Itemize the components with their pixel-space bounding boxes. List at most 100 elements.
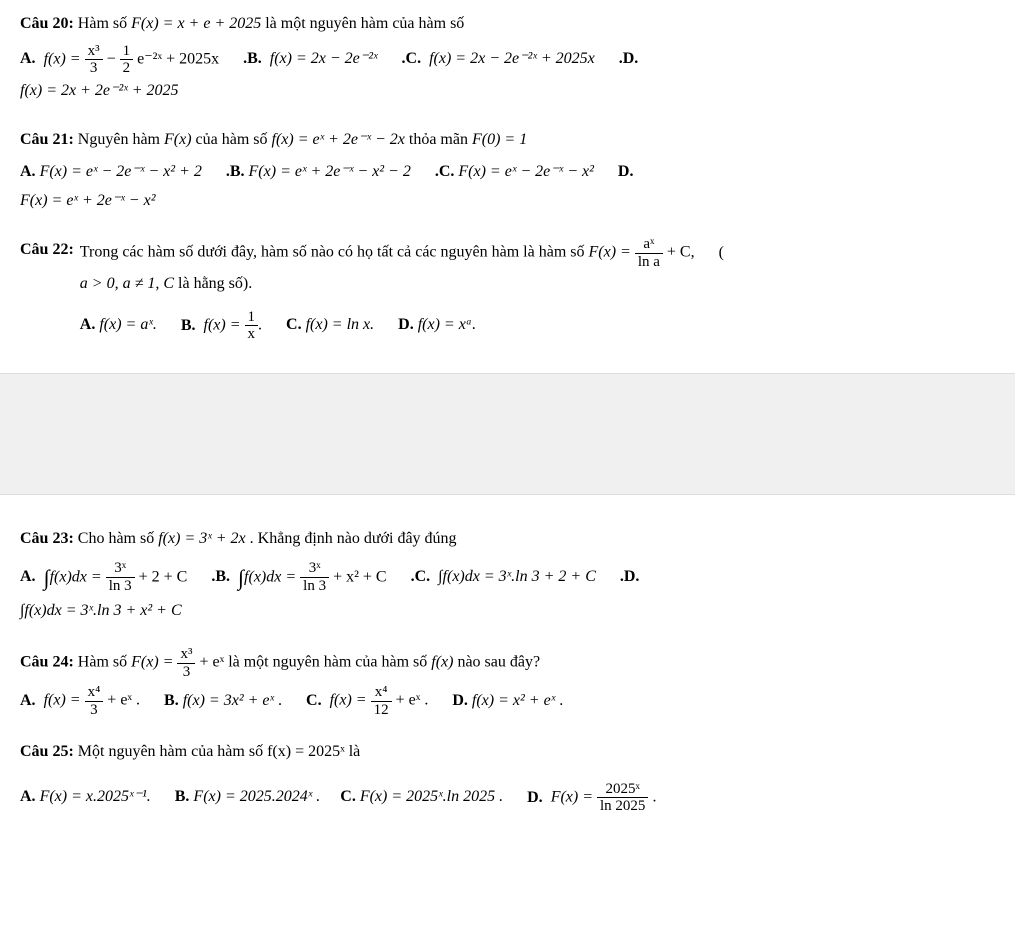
q23-opt-d: .D. xyxy=(620,563,644,592)
q21-b: F(x) = eˣ + 2e⁻ˣ − x² − 2 xyxy=(249,163,411,180)
q23-b-den: ln 3 xyxy=(300,578,329,595)
question-23: Câu 23: Cho hàm số f(x) = 3ˣ + 2x . Khẳn… xyxy=(20,525,995,626)
q20-options: A. f(x) = x³3 − 12 e⁻²ˣ + 2025x .B. f(x)… xyxy=(20,43,995,106)
q24-c-num: x⁴ xyxy=(371,684,392,702)
q24-a-post: + eˣ xyxy=(107,692,132,709)
q23-opt-a: A. ∫f(x)dx = 3ˣln 3 + 2 + C xyxy=(20,558,187,598)
q22-d: f(x) = xᵃ. xyxy=(418,316,476,333)
q20-d-wrap: f(x) = 2x + 2e⁻²ˣ + 2025 xyxy=(20,77,995,106)
q22-open-paren: ( xyxy=(719,244,724,261)
q22-b-pre: f(x) = xyxy=(204,316,241,333)
q25-opt-a: A.F(x) = x.2025ˣ⁻¹. xyxy=(20,783,151,812)
q24-fx-num: x³ xyxy=(177,646,195,664)
q23-c: ∫f(x)dx = 3ˣ.ln 3 + 2 + C xyxy=(438,568,596,585)
q22-c-label: C. xyxy=(286,316,302,333)
q20-label: Câu 20: xyxy=(20,15,74,32)
q21-opt-d: D. xyxy=(618,158,638,187)
q24-a-num: x⁴ xyxy=(85,684,104,702)
q25-options: A.F(x) = x.2025ˣ⁻¹. B.F(x) = 2025.2024ˣ … xyxy=(20,781,995,815)
q25-opt-b: B.F(x) = 2025.2024ˣ . xyxy=(175,783,321,812)
q21-options: A.F(x) = eˣ − 2e⁻ˣ − x² + 2 .B.F(x) = eˣ… xyxy=(20,158,995,216)
q23-b-num: 3ˣ xyxy=(300,560,329,578)
q20-stem-func: F(x) = x + e + 2025 xyxy=(131,15,261,32)
question-21: Câu 21: Nguyên hàm F(x) của hàm số f(x) … xyxy=(20,126,995,216)
q24-b: f(x) = 3x² + eˣ xyxy=(183,692,274,709)
q21-a-label: A. xyxy=(20,163,36,180)
q23-b-label: .B. xyxy=(211,568,230,585)
q24-stem3: nào sau đây? xyxy=(457,654,540,671)
q24-fx: f(x) xyxy=(431,654,453,671)
q25-c: F(x) = 2025ˣ.ln 2025 . xyxy=(360,788,503,805)
q23-b-post: + x² + C xyxy=(333,568,387,585)
q22-fx-tail: + C, xyxy=(667,244,695,261)
q20-stem-prefix: Hàm số xyxy=(78,15,127,32)
q21-d-label: D. xyxy=(618,163,634,180)
q22-b-den: x xyxy=(245,326,259,343)
q20-a-num2: 1 xyxy=(120,43,134,61)
q25-stem: Một nguyên hàm của hàm số f(x) = 2025ˣ l… xyxy=(78,743,360,760)
q22-b-label: B. xyxy=(181,317,196,334)
q24-c-den: 12 xyxy=(371,702,392,719)
q22-c: f(x) = ln x. xyxy=(306,316,375,333)
q22-a: f(x) = aˣ. xyxy=(99,316,157,333)
q25-a-label: A. xyxy=(20,788,36,805)
q24-a-den: 3 xyxy=(85,702,104,719)
q20-b-label: .B. xyxy=(243,50,262,67)
q23-c-label: .C. xyxy=(411,568,431,585)
q21-opt-b: .B.F(x) = eˣ + 2e⁻ˣ − x² − 2 xyxy=(226,158,411,187)
q23-a-label: A. xyxy=(20,568,36,585)
q24-a-pre: f(x) = xyxy=(44,692,81,709)
q21-cond: F(0) = 1 xyxy=(472,131,527,148)
q22-label: Câu 22: xyxy=(20,241,74,258)
q22-fx-den: ln a xyxy=(635,254,663,271)
q24-fx-post: + eˣ xyxy=(199,654,224,671)
q22-cond2: là hằng số). xyxy=(178,275,252,292)
q24-c-post: + eˣ xyxy=(396,692,421,709)
q21-a: F(x) = eˣ − 2e⁻ˣ − x² + 2 xyxy=(40,163,202,180)
q25-d-label: D. xyxy=(527,789,543,806)
q23-options: A. ∫f(x)dx = 3ˣln 3 + 2 + C .B. ∫f(x)dx … xyxy=(20,558,995,626)
q20-opt-d: .D. xyxy=(619,45,643,74)
q24-d: f(x) = x² + eˣ xyxy=(472,692,555,709)
q22-opt-d: D.f(x) = xᵃ. xyxy=(398,311,476,340)
q23-a-num: 3ˣ xyxy=(106,560,135,578)
q21-stem2: của hàm số xyxy=(196,131,268,148)
q25-d-den: ln 2025 xyxy=(597,798,648,815)
q23-label: Câu 23: xyxy=(20,530,74,547)
q20-stem-suffix: là một nguyên hàm của hàm số xyxy=(265,15,464,32)
q25-a: F(x) = x.2025ˣ⁻¹. xyxy=(40,788,151,805)
q24-options: A. f(x) = x⁴3 + eˣ . B.f(x) = 3x² + eˣ .… xyxy=(20,684,995,718)
q25-opt-d: D. F(x) = 2025ˣln 2025 . xyxy=(527,781,656,815)
q22-opt-a: A.f(x) = aˣ. xyxy=(80,311,157,340)
q24-stem2: là một nguyên hàm của hàm số xyxy=(228,654,427,671)
q22-opt-b: B. f(x) = 1x. xyxy=(181,309,262,343)
q20-opt-b: .B. f(x) = 2x − 2e⁻²ˣ xyxy=(243,45,377,74)
q21-opt-a: A.F(x) = eˣ − 2e⁻ˣ − x² + 2 xyxy=(20,158,202,187)
q21-c: F(x) = eˣ − 2e⁻ˣ − x² xyxy=(458,163,594,180)
q22-a-label: A. xyxy=(80,316,96,333)
q25-c-label: C. xyxy=(340,788,356,805)
q22-b-post: . xyxy=(258,316,262,333)
q21-c-label: .C. xyxy=(435,163,455,180)
q20-a-den1: 3 xyxy=(85,60,103,77)
question-24: Câu 24: Hàm số F(x) = x³3 + eˣ là một ng… xyxy=(20,646,995,718)
q20-opt-a: A. f(x) = x³3 − 12 e⁻²ˣ + 2025x xyxy=(20,43,219,77)
q23-d-label: .D. xyxy=(620,568,640,585)
q25-d-post: . xyxy=(652,788,656,805)
q23-stem1: Cho hàm số xyxy=(78,530,154,547)
q22-stem1: Trong các hàm số dưới đây, hàm số nào có… xyxy=(80,244,585,261)
question-22: Câu 22: Trong các hàm số dưới đây, hàm s… xyxy=(20,236,995,343)
q24-a-label: A. xyxy=(20,692,36,709)
q20-b: f(x) = 2x − 2e⁻²ˣ xyxy=(270,50,378,67)
q22-d-label: D. xyxy=(398,316,414,333)
q24-b-label: B. xyxy=(164,692,179,709)
q25-b-label: B. xyxy=(175,788,190,805)
q24-label: Câu 24: xyxy=(20,654,74,671)
q25-d-pre: F(x) = xyxy=(551,788,593,805)
q24-opt-d: D.f(x) = x² + eˣ . xyxy=(452,687,563,716)
q25-d-num: 2025ˣ xyxy=(597,781,648,799)
q21-stem3: thỏa mãn xyxy=(409,131,468,148)
q24-opt-c: C. f(x) = x⁴12 + eˣ . xyxy=(306,684,428,718)
q24-d-label: D. xyxy=(452,692,468,709)
question-20: Câu 20: Hàm số F(x) = x + e + 2025 là mộ… xyxy=(20,10,995,106)
